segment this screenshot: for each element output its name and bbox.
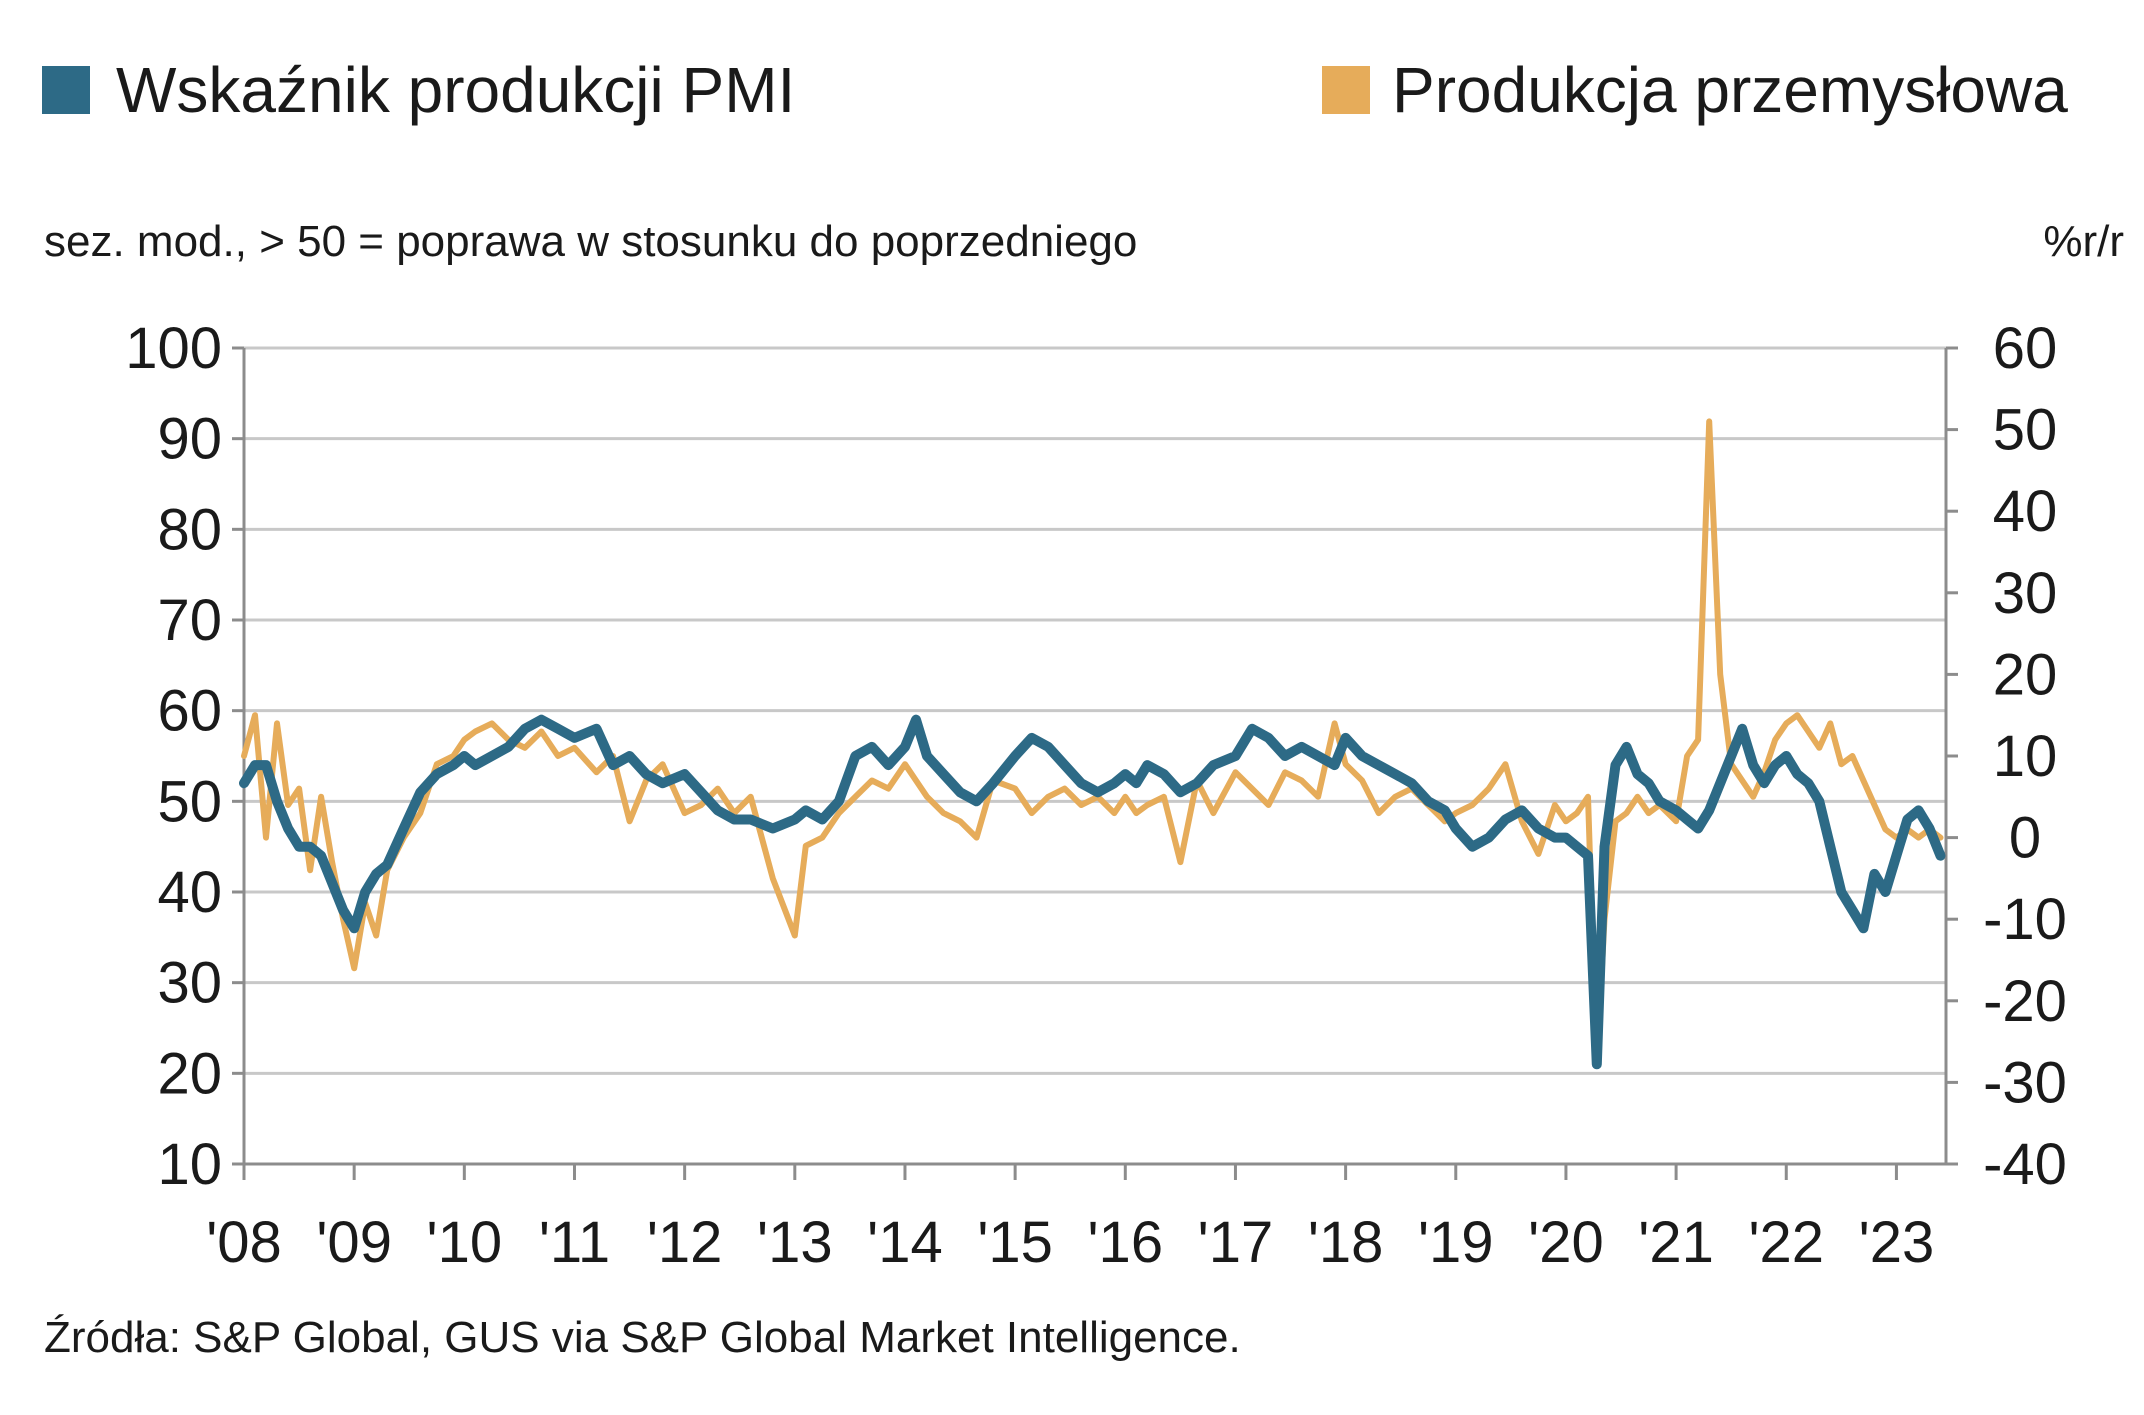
left-y-tick-label: 20 (157, 1041, 222, 1106)
axes (232, 346, 1958, 1180)
right-y-tick-label: 0 (2009, 806, 2041, 871)
right-y-tick-label: 40 (1993, 479, 2058, 544)
series-line-pmi (239, 714, 1946, 1070)
left-y-tick-label: 30 (157, 951, 222, 1016)
left-y-tick-label: 40 (157, 860, 222, 925)
x-tick-label: '20 (1528, 1210, 1604, 1275)
left-y-tick-labels: 10 20 30 40 50 60 70 80 90 100 (125, 316, 222, 1197)
series-line-industrial-production (241, 418, 1944, 1070)
right-y-tick-label: -40 (1983, 1132, 2067, 1197)
x-tick-label: '14 (867, 1210, 943, 1275)
left-y-tick-label: 10 (157, 1132, 222, 1197)
legend-label-production: Produkcja przemysłowa (1392, 54, 2068, 126)
right-y-tick-label: 20 (1993, 642, 2058, 707)
right-y-tick-label: 10 (1993, 724, 2058, 789)
x-tick-label: '09 (316, 1210, 392, 1275)
gridlines (244, 346, 1946, 1075)
source-note: Źródła: S&P Global, GUS via S&P Global M… (44, 1313, 1241, 1362)
x-tick-label: '11 (539, 1210, 610, 1275)
right-y-tick-label: -10 (1983, 887, 2067, 952)
left-axis-subtitle: sez. mod., > 50 = poprawa w stosunku do … (44, 217, 1137, 266)
legend-swatch-pmi (42, 66, 90, 114)
x-tick-label: '12 (647, 1210, 723, 1275)
right-y-tick-label: -30 (1983, 1050, 2067, 1115)
x-tick-label: '21 (1638, 1210, 1714, 1275)
left-y-tick-label: 100 (125, 316, 222, 381)
left-y-tick-label: 80 (157, 497, 222, 562)
x-tick-label: '15 (977, 1210, 1053, 1275)
x-tick-label: '19 (1418, 1210, 1494, 1275)
left-y-tick-label: 90 (157, 407, 222, 472)
right-y-tick-label: 30 (1993, 561, 2058, 626)
legend-swatch-production (1322, 66, 1370, 114)
series-lines (239, 418, 1946, 1070)
x-tick-labels: '08 '09 '10 '11 '12 '13 '14 '15 '16 '17 '18 '19 '20 '… (206, 1210, 1934, 1275)
legend-label-pmi: Wskaźnik produkcji PMI (116, 54, 795, 126)
right-y-tick-label: 50 (1993, 398, 2058, 463)
x-tick-label: '16 (1087, 1210, 1163, 1275)
x-tick-label: '10 (427, 1210, 503, 1275)
right-y-tick-labels: -40 -30 -20 -10 0 10 20 30 40 50 60 (1983, 316, 2067, 1197)
x-tick-label: '22 (1748, 1210, 1824, 1275)
x-tick-label: '17 (1198, 1210, 1274, 1275)
left-y-tick-label: 60 (157, 679, 222, 744)
x-tick-label: '08 (206, 1210, 282, 1275)
left-y-tick-label: 70 (157, 588, 222, 653)
x-tick-label: '13 (757, 1210, 833, 1275)
left-y-tick-label: 50 (157, 769, 222, 834)
x-tick-label: '23 (1859, 1210, 1935, 1275)
right-y-tick-label: -20 (1983, 969, 2067, 1034)
right-axis-subtitle: %r/r (2043, 217, 2124, 266)
legend: Wskaźnik produkcji PMI Produkcja przemys… (42, 54, 2068, 126)
right-y-tick-label: 60 (1993, 316, 2058, 381)
x-tick-label: '18 (1308, 1210, 1384, 1275)
